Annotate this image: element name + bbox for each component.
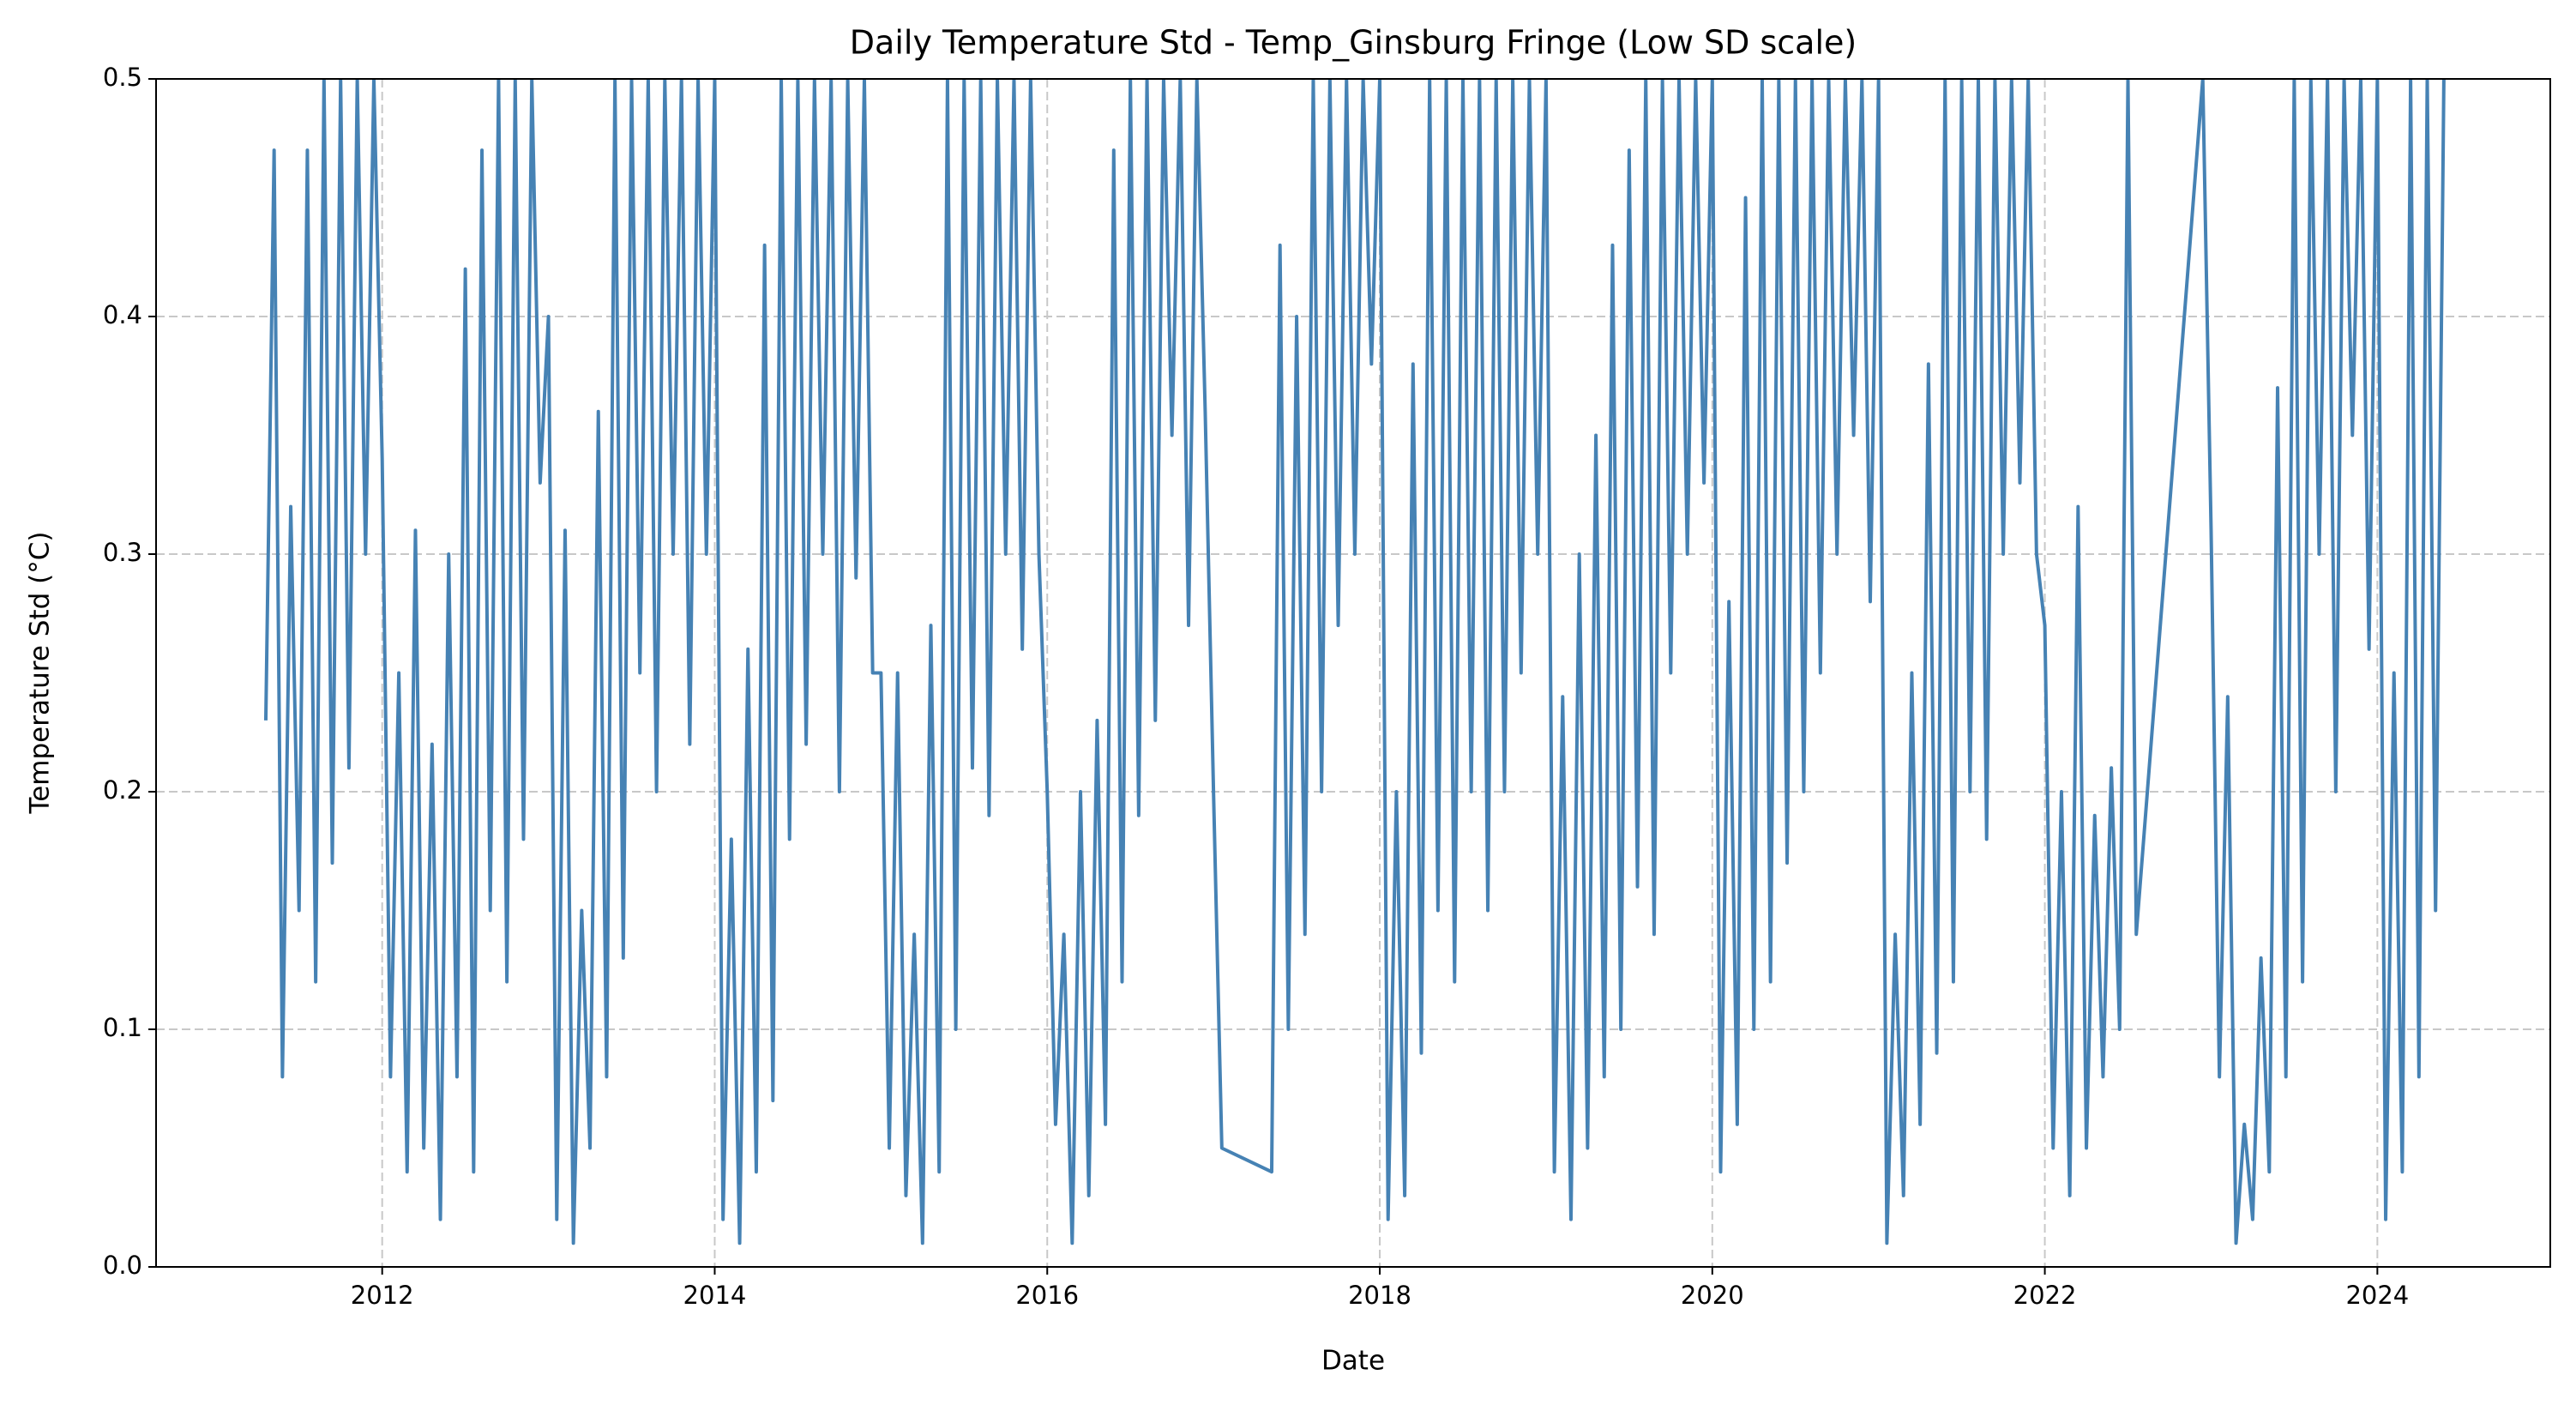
chart-title: Daily Temperature Std - Temp_Ginsburg Fr… — [850, 24, 1857, 62]
y-tick-label: 0.5 — [103, 63, 142, 92]
y-tick-label: 0.2 — [103, 775, 142, 805]
data-line — [263, 79, 2446, 1245]
y-tick-label: 0.0 — [103, 1251, 142, 1280]
x-tick-label: 2012 — [351, 1281, 414, 1310]
y-tick-label: 0.3 — [103, 538, 142, 567]
x-tick-label: 2022 — [2013, 1281, 2077, 1310]
x-tick-label: 2020 — [1681, 1281, 1744, 1310]
x-tick-label: 2014 — [683, 1281, 747, 1310]
plot-area — [263, 79, 2446, 1245]
x-tick-label: 2024 — [2345, 1281, 2409, 1310]
y-axis-title: Temperature Std (°C) — [25, 532, 56, 815]
x-tick-label: 2016 — [1015, 1281, 1079, 1310]
x-axis-title: Date — [1321, 1346, 1385, 1377]
plot-frame — [155, 78, 2551, 1268]
y-tick-label: 0.1 — [103, 1013, 142, 1042]
y-tick-label: 0.4 — [103, 300, 142, 329]
x-tick-label: 2018 — [1348, 1281, 1411, 1310]
